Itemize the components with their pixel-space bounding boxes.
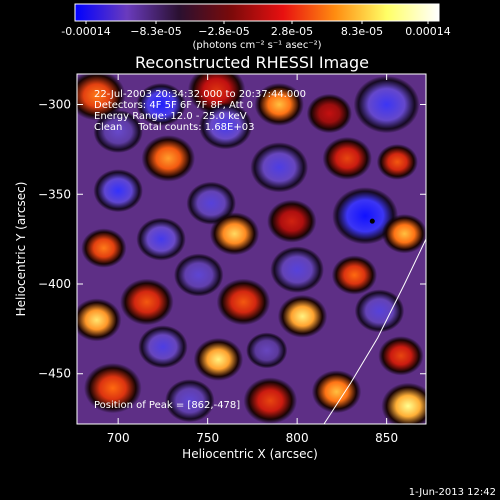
emission-blob: [331, 255, 378, 295]
negative-blob: [138, 325, 188, 369]
emission-blob: [381, 382, 426, 424]
emission-blob: [254, 83, 304, 126]
negative-blob: [174, 253, 224, 297]
timestamp: 1-Jun-2013 12:42: [409, 487, 496, 498]
emission-blob: [267, 199, 317, 243]
x-axis-label: Heliocentric X (arcsec): [182, 447, 318, 461]
emission-blob: [311, 370, 362, 414]
negative-blob: [250, 142, 309, 193]
negative-blob: [246, 332, 288, 369]
colorbar-ticks: [85, 21, 429, 24]
negative-blob: [93, 169, 143, 213]
negative-blob: [136, 217, 186, 261]
peak-marker: [369, 218, 375, 224]
colorbar-tick-label-1: −8.3e-05: [130, 25, 181, 38]
negative-blob: [270, 246, 324, 293]
colorbar-tick-label-2: −2.8e-05: [198, 25, 249, 38]
negative-blob: [332, 187, 399, 245]
emission-blob: [322, 136, 372, 180]
emission-blob: [243, 377, 298, 424]
plot-area: [77, 74, 426, 424]
annotation-time-range: 22-Jul-2003 20:34:32.000 to 20:37:44.000: [94, 89, 306, 100]
x-tick-label-3: 850: [375, 431, 398, 445]
emission-blob: [77, 74, 126, 121]
emission-blob: [83, 363, 142, 414]
colorbar-tick-label-0: -0.00014: [61, 25, 110, 38]
negative-blob: [136, 83, 186, 126]
x-tick-label-2: 800: [286, 431, 309, 445]
negative-blob: [353, 75, 420, 134]
emission-blob: [376, 144, 418, 180]
annotation-clean-counts: Clean Total counts: 1.68E+03: [94, 122, 254, 133]
emission-blob: [77, 298, 122, 342]
y-tick-label-2: −400: [38, 277, 71, 291]
emission-blob: [209, 212, 260, 256]
emission-blob: [378, 336, 424, 376]
emission-blob: [277, 294, 328, 338]
peak-position-label: Position of Peak = [862,-478]: [94, 400, 240, 411]
y-axis-label: Heliocentric Y (arcsec): [14, 182, 28, 317]
emission-blob: [193, 337, 244, 381]
colorbar: [74, 3, 440, 22]
x-tick-label-0: 700: [107, 431, 130, 445]
negative-blob: [165, 379, 215, 423]
negative-blob: [198, 102, 253, 150]
solar-limb-curve: [323, 238, 426, 424]
y-tick-label-0: −300: [38, 98, 71, 112]
image-blobs: [77, 74, 426, 424]
y-tick-label-3: −450: [38, 367, 71, 381]
negative-blob: [354, 289, 405, 333]
emission-blob: [141, 135, 196, 182]
annotation-energy-range: Energy Range: 12.0 - 25.0 keV: [94, 111, 247, 122]
y-axis-ticks: −300 −350 −400 −450: [38, 98, 426, 381]
emission-blob: [216, 278, 271, 326]
x-tick-label-1: 750: [196, 431, 219, 445]
chart-title: Reconstructed RHESSI Image: [135, 53, 369, 72]
colorbar-tick-label-3: 2.8e-05: [271, 25, 313, 38]
colorbar-unit-label: (photons cm⁻² s⁻¹ asec⁻²): [192, 40, 321, 51]
colorbar-tick-label-5: 0.00014: [405, 25, 451, 38]
plot-frame: [76, 73, 427, 425]
emission-blob: [306, 93, 352, 134]
emission-blob: [120, 278, 174, 326]
emission-blob: [81, 228, 127, 268]
x-axis-ticks: 700 750 800 850: [107, 74, 398, 445]
annotation-detectors: Detectors: 4F 5F 6F 7F 8F, Att 0: [94, 100, 253, 111]
colorbar-tick-label-4: 8.3e-05: [341, 25, 383, 38]
y-tick-label-1: −350: [38, 187, 71, 201]
emission-blob: [381, 214, 426, 254]
negative-blob: [93, 109, 143, 153]
negative-blob: [186, 181, 236, 225]
